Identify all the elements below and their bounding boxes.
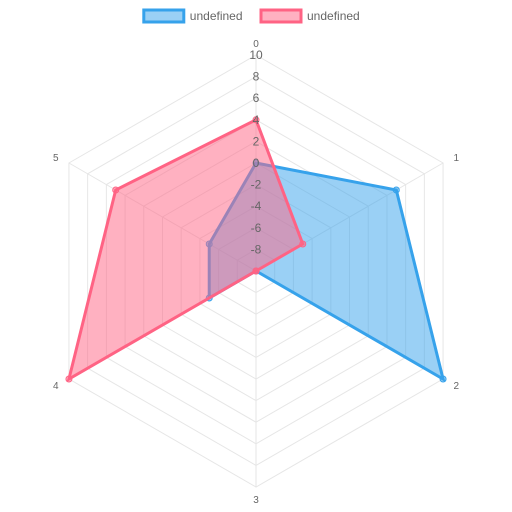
- series-0-point-1: [392, 186, 400, 194]
- tick-label: -8: [251, 242, 262, 256]
- series-layer: [65, 116, 447, 383]
- point-label-4: 4: [53, 381, 59, 392]
- legend-label-1: undefined: [307, 9, 360, 23]
- legend-swatch-0: [142, 8, 186, 24]
- series-1-point-3: [252, 267, 260, 275]
- series-1-point-0: [252, 116, 260, 124]
- point-label-5: 5: [53, 153, 59, 164]
- tick-label: 6: [253, 91, 260, 105]
- tick-label: 2: [253, 134, 260, 148]
- legend-label-0: undefined: [190, 9, 243, 23]
- series-0-point-2: [439, 375, 447, 383]
- legend-swatch-1: [259, 8, 303, 24]
- tick-label: 0: [253, 156, 260, 170]
- series-1-point-4: [65, 375, 73, 383]
- tick-labels: -8 -6 -4 -2 0 2 4 6 8 10: [249, 48, 263, 256]
- series-1-point-5: [112, 186, 120, 194]
- legend: undefined undefined: [142, 8, 360, 24]
- tick-label: 10: [249, 48, 263, 62]
- axis-point-labels: 0 1 2 3 4 5: [53, 39, 459, 506]
- point-label-3: 3: [253, 495, 259, 506]
- point-label-2: 2: [453, 381, 459, 392]
- tick-label: -6: [251, 221, 262, 235]
- tick-label: 8: [253, 70, 260, 84]
- tick-label: 4: [253, 113, 260, 127]
- point-label-0: 0: [253, 39, 259, 50]
- series-1-point-1: [299, 240, 307, 248]
- tick-label: -4: [251, 199, 262, 213]
- series-1-area: [66, 117, 305, 383]
- point-label-1: 1: [453, 153, 459, 164]
- tick-label: -2: [251, 178, 262, 192]
